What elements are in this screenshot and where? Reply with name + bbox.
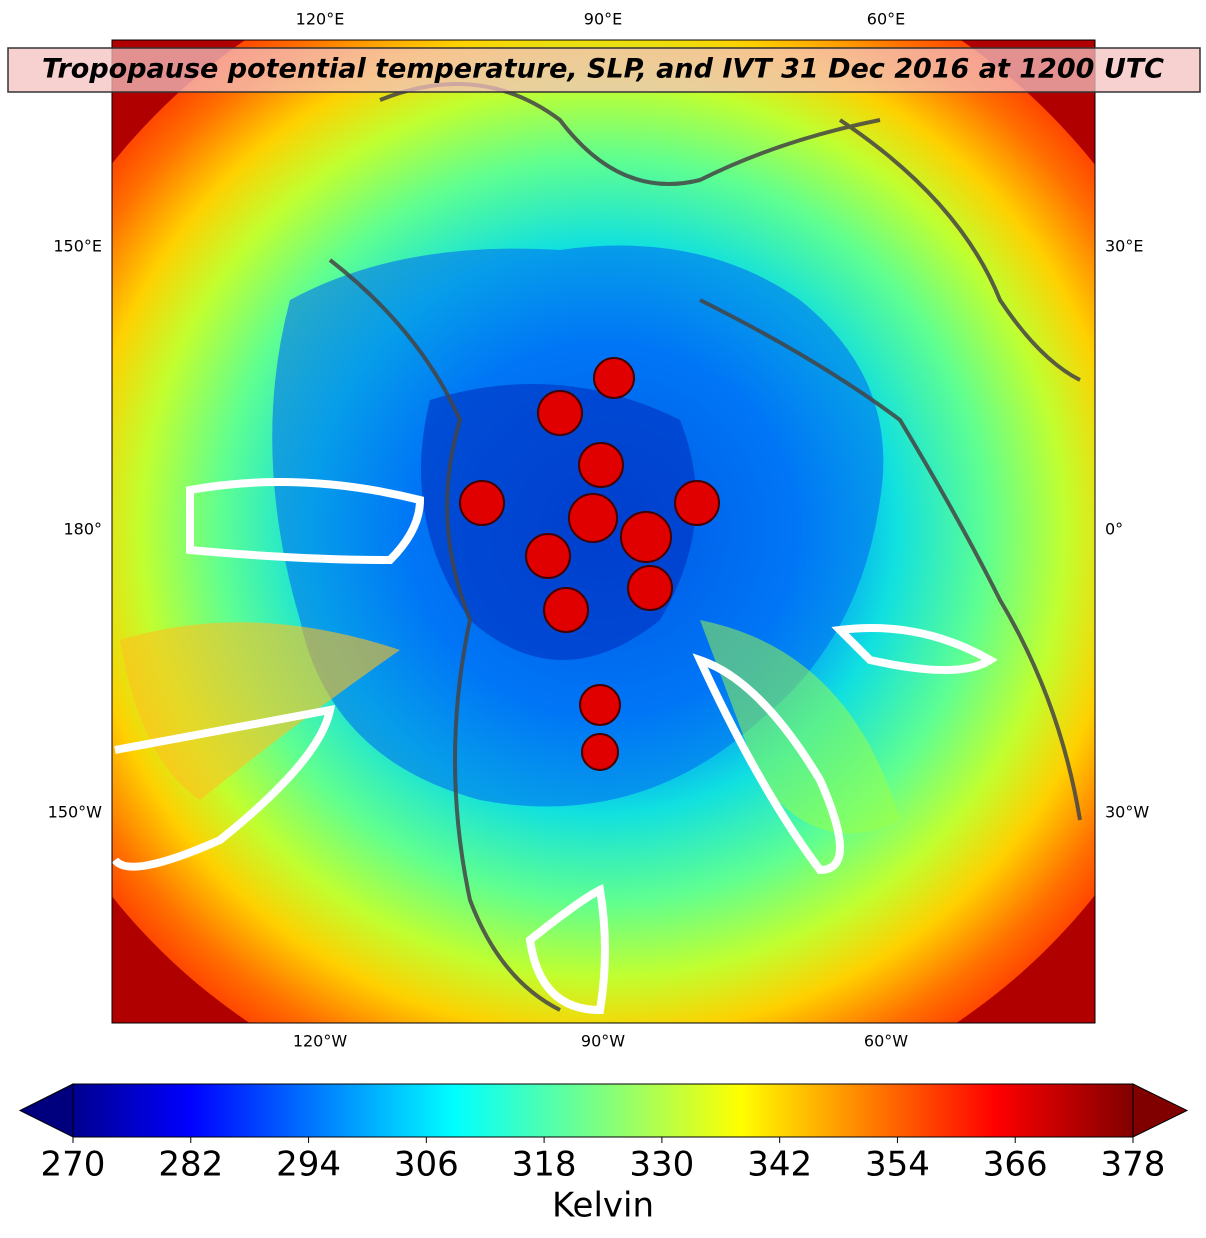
colorbar-tick-label: 318 <box>512 1145 577 1185</box>
lon-label: 120°E <box>296 10 345 29</box>
colorbar-tick-label: 294 <box>276 1145 341 1185</box>
colorbar-tick-label: 282 <box>158 1145 223 1185</box>
colorbar <box>72 1083 1134 1138</box>
lon-label: 0° <box>1105 520 1123 539</box>
lon-label: 180° <box>63 520 102 539</box>
colorbar-label: Kelvin <box>552 1186 654 1226</box>
colorbar-tick-label: 354 <box>865 1145 930 1185</box>
lon-label: 60°W <box>864 1032 908 1051</box>
lon-label: 90°E <box>584 10 622 29</box>
colorbar-tick-label: 330 <box>629 1145 694 1185</box>
lon-label: 30°E <box>1105 237 1143 256</box>
colorbar-extend-high <box>1132 1083 1189 1138</box>
title-box <box>7 47 1201 93</box>
map <box>112 40 1095 1023</box>
colorbar-tick-label: 378 <box>1101 1145 1166 1185</box>
title: Tropopause potential temperature, SLP, a… <box>42 54 1164 85</box>
colorbar-tick-label: 366 <box>983 1145 1048 1185</box>
lon-label: 150°W <box>48 803 103 822</box>
colorbar-extend-low <box>18 1083 74 1138</box>
lon-label: 90°W <box>581 1032 625 1051</box>
lon-label: 120°W <box>293 1032 348 1051</box>
map-frame <box>111 39 1096 1024</box>
lon-label: 60°E <box>867 10 905 29</box>
lon-label: 30°W <box>1105 803 1149 822</box>
colorbar-tick-label: 270 <box>41 1145 106 1185</box>
colorbar-tick-label: 306 <box>394 1145 459 1185</box>
lon-label: 150°E <box>53 237 102 256</box>
colorbar-tick-label: 342 <box>747 1145 812 1185</box>
